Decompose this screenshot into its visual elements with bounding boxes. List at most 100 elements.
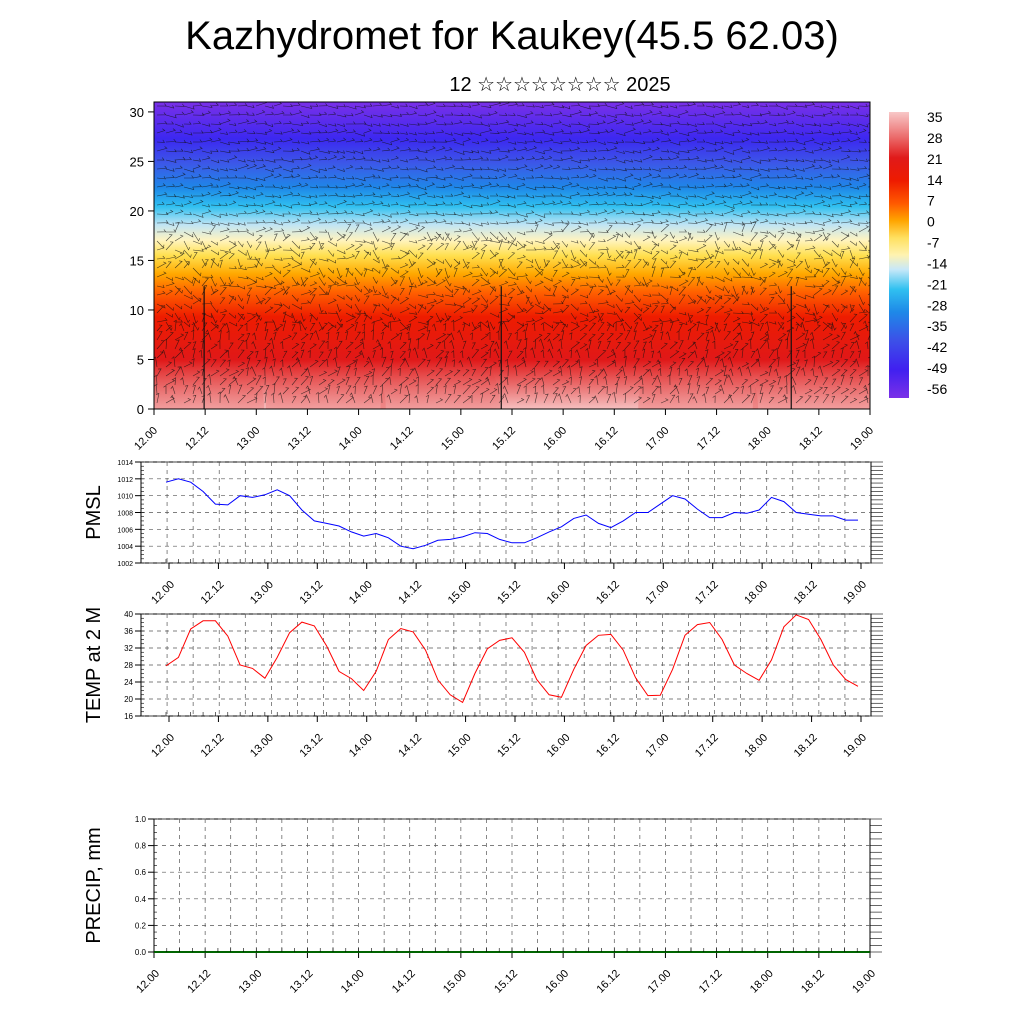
panel-y-tick-label: 1012 — [117, 477, 133, 484]
panel-y-tick-label: 0.6 — [135, 868, 147, 877]
colorbar-label: -21 — [927, 276, 947, 292]
panel-x-tick-label: 13.12 — [288, 968, 316, 996]
panel-x-tick-label: 16.00 — [545, 732, 573, 760]
panel-x-tick-label: 14.12 — [396, 579, 424, 607]
panel-y-tick-label: 1004 — [117, 544, 133, 551]
panel-x-tick-label: 19.00 — [841, 579, 869, 607]
panel-x-tick-label: 14.00 — [347, 579, 375, 607]
panel-x-tick-label: 17.12 — [693, 732, 721, 760]
heatmap-y-tick-label: 5 — [137, 352, 144, 367]
panel-y-tick-label: 16 — [124, 712, 133, 721]
panel-y-tick-label: 0.8 — [135, 842, 147, 851]
colorbar-label: -56 — [927, 381, 947, 397]
panel-x-tick-label: 16.12 — [594, 968, 622, 996]
panel-y-tick-label: 1006 — [117, 527, 133, 534]
colorbar-label: 28 — [927, 130, 943, 146]
panel-y-tick-label: 20 — [124, 695, 133, 704]
panel-x-tick-label: 12.00 — [134, 968, 162, 996]
panel-x-tick-label: 13.00 — [248, 579, 276, 607]
panel-x-tick-label: 13.12 — [297, 579, 325, 607]
chart-title: Kazhydromet for Kaukey(45.5 62.03) — [185, 14, 839, 58]
panel-x-tick-label: 19.00 — [850, 968, 878, 996]
panel-x-tick-label: 14.12 — [390, 968, 418, 996]
series-line-1 — [165, 614, 859, 704]
heatmap-x-tick-label: 15.12 — [490, 425, 518, 453]
colorbar-label: 14 — [927, 172, 943, 188]
heatmap-x-tick-label: 18.00 — [746, 425, 774, 453]
heatmap-x-tick-label: 12.12 — [183, 425, 211, 453]
panel-x-tick-label: 14.00 — [339, 968, 367, 996]
panel-ylabel: PMSL — [83, 485, 105, 539]
heatmap-x-tick-label: 18.12 — [797, 425, 825, 453]
panel-x-tick-label: 17.00 — [643, 732, 671, 760]
series-line-0 — [165, 478, 858, 550]
panel-x-tick-label: 18.12 — [799, 968, 827, 996]
panel-x-tick-label: 17.00 — [643, 579, 671, 607]
heatmap-x-tick-label: 14.12 — [388, 425, 416, 453]
panel-x-tick-label: 14.12 — [396, 732, 424, 760]
colorbar-label: -14 — [927, 255, 947, 271]
panel-x-tick-label: 16.12 — [594, 732, 622, 760]
heatmap-x-tick-label: 15.00 — [439, 425, 467, 453]
panel-x-tick-label: 17.00 — [646, 968, 674, 996]
panel-x-tick-label: 12.00 — [149, 579, 177, 607]
panel-x-tick-label: 17.12 — [697, 968, 725, 996]
panel-ylabel: PRECIP, mm — [83, 827, 105, 943]
panel-x-tick-label: 13.00 — [236, 968, 264, 996]
chart-subtitle: 12 ☆☆☆☆☆☆☆☆ 2025 — [449, 74, 671, 96]
heatmap-x-tick-label: 16.00 — [541, 425, 569, 453]
panel-y-tick-label: 32 — [124, 644, 133, 653]
heatmap-y-tick-label: 10 — [130, 303, 144, 318]
panel-x-tick-label: 12.00 — [149, 732, 177, 760]
panel-x-tick-label: 13.00 — [248, 732, 276, 760]
heatmap-x-tick-label: 12.00 — [132, 425, 160, 453]
panel-x-tick-label: 18.12 — [792, 579, 820, 607]
panel-y-tick-label: 1002 — [117, 561, 133, 568]
heatmap-x-tick-label: 17.12 — [695, 425, 723, 453]
panel-x-tick-label: 18.00 — [742, 732, 770, 760]
warm-core-4 — [752, 334, 870, 409]
heatmap-y-tick-label: 30 — [130, 105, 144, 120]
panel-x-tick-label: 12.12 — [199, 579, 227, 607]
panel-y-tick-label: 1.0 — [135, 815, 147, 824]
colorbar-label: 35 — [927, 109, 943, 125]
warm-core-0 — [154, 334, 265, 409]
panel-x-tick-label: 16.12 — [594, 579, 622, 607]
colorbar-label: -42 — [927, 339, 947, 355]
panel-y-tick-label: 0.2 — [135, 921, 147, 930]
wind-barbs — [154, 102, 870, 404]
panel-x-tick-label: 15.12 — [495, 579, 523, 607]
colorbar-label: 21 — [927, 151, 943, 167]
panel-x-tick-label: 12.12 — [185, 968, 213, 996]
panel-x-tick-label: 16.00 — [545, 579, 573, 607]
colorbar-label: -28 — [927, 297, 947, 313]
panel-2: 0.0 0.2 0.4 0.6 0.8 1.0 12.00 12.12 13.00 13.12 14… — [83, 815, 882, 996]
panel-x-tick-label: 12.12 — [199, 732, 227, 760]
panel-x-tick-label: 15.00 — [441, 968, 469, 996]
panel-y-tick-label: 1008 — [117, 511, 133, 518]
heatmap-x-tick-label: 13.12 — [286, 425, 314, 453]
heatmap-x-tick-label: 17.00 — [644, 425, 672, 453]
heatmap-area — [154, 102, 870, 409]
panel-x-tick-label: 15.12 — [492, 968, 520, 996]
panel-y-tick-label: 1014 — [117, 460, 133, 467]
panel-0: 1002 1004 1006 1008 1010 1012 1014 12.00 12.12 13… — [83, 460, 883, 607]
panel-1: 16 20 24 28 32 36 40 12.00 12.12 13.00 13.12 14.00 1… — [83, 607, 883, 760]
colorbar-label: 0 — [927, 214, 935, 230]
panel-y-tick-label: 0.4 — [135, 895, 147, 904]
panel-y-tick-label: 28 — [124, 661, 133, 670]
colorbar-label: -49 — [927, 360, 947, 376]
heatmap-x-tick-label: 13.00 — [234, 425, 262, 453]
panel-x-tick-label: 13.12 — [297, 732, 325, 760]
panel-x-tick-label: 19.00 — [841, 732, 869, 760]
colorbar-label: -7 — [927, 235, 940, 251]
panel-ylabel: TEMP at 2 M — [83, 607, 105, 723]
panel-y-tick-label: 0.0 — [135, 948, 147, 957]
panel-x-tick-label: 16.00 — [543, 968, 571, 996]
panel-x-tick-label: 17.12 — [693, 579, 721, 607]
panel-x-tick-label: 14.00 — [347, 732, 375, 760]
panel-x-tick-label: 18.00 — [748, 968, 776, 996]
panel-y-tick-label: 24 — [124, 678, 133, 687]
heatmap-y-tick-label: 20 — [130, 204, 144, 219]
